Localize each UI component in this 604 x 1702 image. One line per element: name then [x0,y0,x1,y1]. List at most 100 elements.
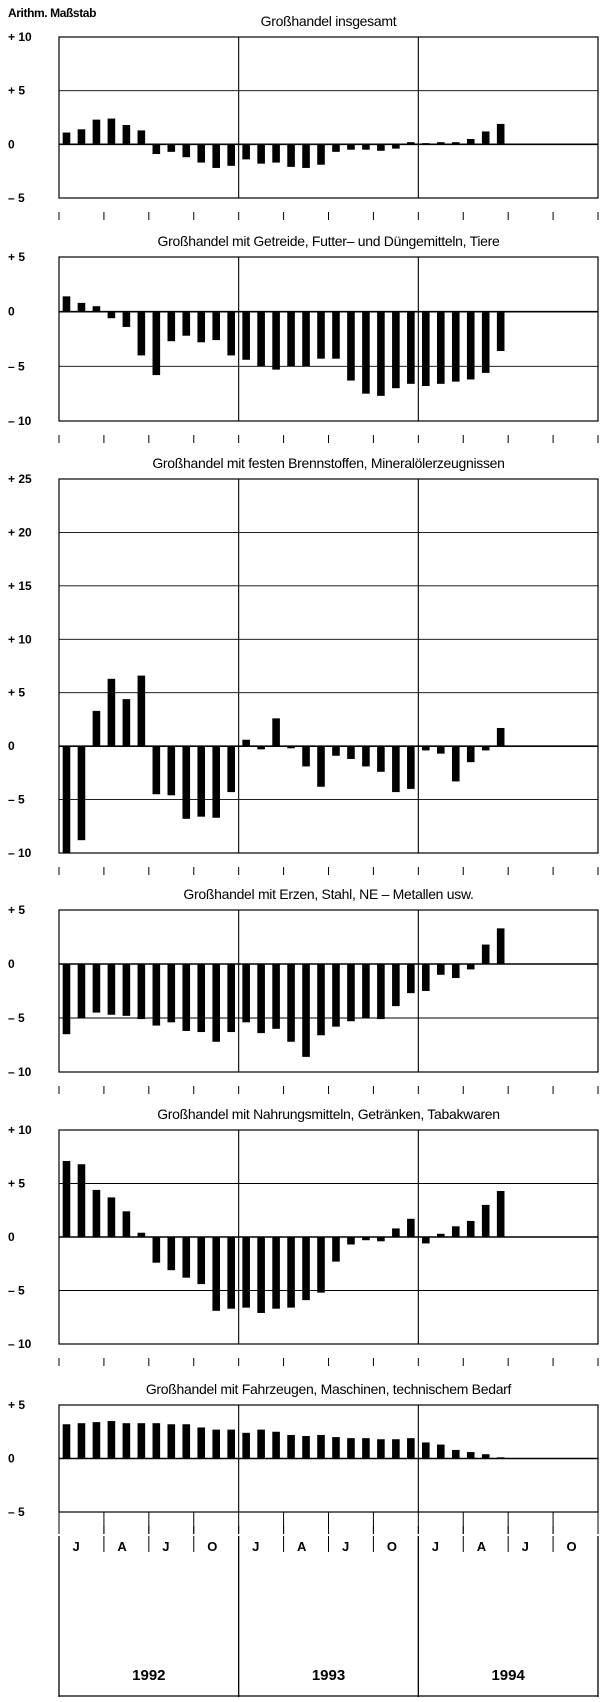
bar [257,1429,265,1459]
month-label: J [342,1539,349,1554]
bar [167,311,176,342]
bar [362,746,370,767]
chart-title: Großhandel insgesamt [261,13,397,29]
bar [107,964,116,1015]
y-tick-label: – 5 [8,359,25,373]
bar [436,964,445,975]
bar [92,1189,101,1237]
bar [377,1439,385,1459]
bar [407,311,415,384]
bar [77,129,86,145]
bar [407,1218,415,1237]
bar [436,1444,445,1459]
bar [466,746,475,763]
bar [466,1220,475,1237]
bar [92,1422,101,1459]
bar [167,1424,176,1459]
y-tick-label: + 5 [8,903,25,917]
bar [407,746,415,789]
chart-panel-1: – 5 0 + 5 + 10 Großhandel insgesamt [8,13,599,220]
bar [122,125,131,145]
y-tick-label: – 5 [8,793,25,807]
bar [332,1237,340,1262]
bar [77,964,86,1018]
y-tick-label: + 5 [8,250,25,264]
y-tick-label: 0 [8,137,15,151]
bar [152,1423,161,1459]
bar [302,964,310,1057]
bar [436,142,445,145]
bar [152,311,161,376]
bar [287,964,295,1042]
bar [481,746,490,751]
y-tick-label: – 5 [8,1284,25,1298]
bar [302,311,310,367]
chart-panel-3: – 10 – 5 0 + 5 + 10 + 15 + 20 + 25 Großhandel mi… [8,455,599,875]
bar [197,144,206,163]
bar [392,1228,400,1237]
year-label: 1992 [132,1667,165,1684]
plot-frame [58,909,599,1073]
month-label: J [522,1539,529,1554]
bar [362,311,370,394]
bar [107,678,116,747]
bar [272,1237,280,1309]
bar [481,131,490,145]
bar [227,746,235,793]
bar [407,964,415,994]
plot-frame [58,478,599,854]
bar [122,311,131,327]
bar [167,746,176,796]
bar [257,144,265,164]
y-tick-label: 0 [8,305,15,319]
bar [137,130,146,145]
bar [347,964,355,1022]
y-tick-label: 0 [8,1230,15,1244]
bar [362,1438,370,1459]
plot-frame [58,36,599,199]
bar [287,1237,295,1308]
month-label: O [567,1539,577,1554]
bar [451,311,460,382]
bar [496,1457,505,1459]
bar [242,144,250,160]
bar [362,964,370,1018]
bar [451,1226,460,1237]
bar [287,144,295,167]
bar [466,311,475,380]
bar [302,1436,310,1459]
bar [272,144,280,163]
bar [377,311,385,396]
bar [152,964,161,1026]
bar [212,1237,221,1311]
bar [152,144,161,154]
bar [422,311,430,387]
bar [62,1161,71,1237]
bar [197,311,206,343]
bar [451,142,460,145]
bar [436,1233,445,1237]
bar [362,1237,370,1241]
y-tick-label: – 10 [8,1337,32,1351]
bar [62,964,71,1035]
bar [392,311,400,389]
bar [152,746,161,795]
bar [242,964,250,1023]
bar [496,311,505,352]
bar [152,1237,161,1263]
bar [212,746,221,818]
bar [137,1423,146,1459]
bar [496,1190,505,1237]
bar [182,1424,191,1459]
year-label: 1993 [312,1667,345,1684]
y-tick-label: – 5 [8,1011,25,1025]
bar [302,746,310,767]
y-tick-label: + 5 [8,686,25,700]
bar [466,1452,475,1459]
bar [77,1423,86,1459]
bar [496,727,505,747]
bar [347,746,355,759]
y-tick-label: – 10 [8,1065,32,1079]
bar [227,311,235,356]
bar [92,964,101,1013]
